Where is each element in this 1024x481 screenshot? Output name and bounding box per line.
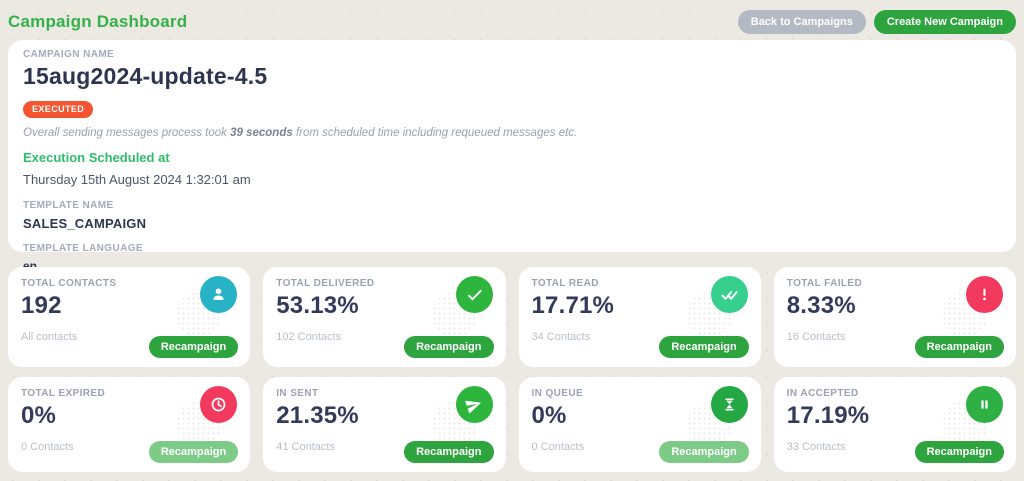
stat-label: TOTAL READ — [531, 278, 599, 289]
execution-scheduled-time: Thursday 15th August 2024 1:32:01 am — [23, 172, 251, 187]
stat-subtext: 16 Contacts — [786, 331, 846, 343]
stat-card-total-failed: TOTAL FAILED 8.33% 16 Contacts Recampaig… — [773, 267, 1016, 367]
back-to-campaigns-button[interactable]: Back to Campaigns — [737, 9, 866, 34]
stat-subtext: 33 Contacts — [786, 441, 846, 453]
campaign-summary-card: CAMPAIGN NAME 15aug2024-update-4.5 EXECU… — [8, 40, 1016, 273]
stat-value: 8.33% — [786, 292, 856, 319]
recampaign-button[interactable]: Recampaign — [148, 336, 239, 358]
stat-card-total-delivered: TOTAL DELIVERED 53.13% 102 Contacts Reca… — [263, 267, 506, 367]
stat-card-total-read: TOTAL READ 17.71% 34 Contacts Recampaign — [518, 267, 761, 367]
execution-scheduled-label: Execution Scheduled at — [23, 150, 170, 165]
stat-card-total-contacts: TOTAL CONTACTS 192 All contacts Recampai… — [8, 267, 251, 367]
stat-card-in-sent: IN SENT 21.35% 41 Contacts Recampaign — [263, 377, 506, 472]
stat-label: TOTAL CONTACTS — [21, 278, 117, 289]
stat-value: 192 — [21, 292, 62, 319]
pause-icon — [966, 386, 1003, 423]
stat-card-in-queue: IN QUEUE 0% 0 Contacts Recampaign — [518, 377, 761, 472]
stat-label: IN QUEUE — [531, 388, 584, 399]
template-name-value: SALES_CAMPAIGN — [23, 216, 147, 231]
stat-card-total-expired: TOTAL EXPIRED 0% 0 Contacts Recampaign — [8, 377, 251, 472]
user-icon — [200, 276, 238, 313]
recampaign-button[interactable]: Recampaign — [148, 441, 239, 463]
campaign-summary-text: Overall sending messages process took 39… — [23, 127, 1001, 139]
recampaign-button[interactable]: Recampaign — [404, 336, 494, 358]
stat-value: 21.35% — [276, 402, 359, 429]
exclamation-icon — [966, 276, 1003, 313]
campaign-name: 15aug2024-update-4.5 — [23, 63, 268, 89]
stat-label: IN ACCEPTED — [786, 388, 859, 399]
recampaign-button[interactable]: Recampaign — [914, 336, 1004, 358]
recampaign-button[interactable]: Recampaign — [914, 441, 1004, 463]
stat-subtext: 41 Contacts — [276, 441, 335, 453]
stats-grid: TOTAL CONTACTS 192 All contacts Recampai… — [8, 267, 1016, 472]
stat-value: 17.71% — [531, 292, 615, 319]
summary-duration: 39 seconds — [230, 127, 293, 139]
recampaign-button[interactable]: Recampaign — [659, 441, 749, 463]
template-language-label: TEMPLATE LANGUAGE — [23, 243, 143, 254]
stat-value: 0% — [21, 402, 57, 429]
clock-icon — [200, 386, 238, 423]
create-new-campaign-button[interactable]: Create New Campaign — [873, 9, 1016, 34]
template-name-label: TEMPLATE NAME — [23, 200, 114, 211]
stat-card-in-accepted: IN ACCEPTED 17.19% 33 Contacts Recampaig… — [773, 377, 1016, 472]
stat-label: TOTAL DELIVERED — [276, 278, 375, 289]
stat-label: TOTAL EXPIRED — [21, 388, 106, 399]
stat-subtext: 0 Contacts — [531, 441, 585, 453]
summary-prefix: Overall sending messages process took — [23, 127, 231, 139]
stat-value: 0% — [531, 402, 567, 429]
stat-label: IN SENT — [276, 388, 319, 399]
recampaign-button[interactable]: Recampaign — [404, 441, 494, 463]
paper-plane-icon — [455, 386, 493, 423]
stat-subtext: 0 Contacts — [21, 441, 74, 453]
recampaign-button[interactable]: Recampaign — [659, 336, 749, 358]
stat-subtext: All contacts — [21, 331, 78, 343]
stat-value: 17.19% — [786, 402, 870, 429]
stat-subtext: 102 Contacts — [276, 331, 342, 343]
hourglass-icon — [710, 386, 748, 423]
stat-label: TOTAL FAILED — [786, 278, 863, 289]
stat-subtext: 34 Contacts — [531, 331, 591, 343]
summary-suffix: from scheduled time including requeued m… — [292, 127, 578, 139]
page-title: Campaign Dashboard — [8, 11, 188, 31]
check-icon — [455, 276, 493, 313]
status-badge: EXECUTED — [23, 101, 94, 118]
campaign-name-label: CAMPAIGN NAME — [23, 49, 115, 60]
page-header: Campaign Dashboard Back to Campaigns Cre… — [0, 0, 1024, 36]
double-check-icon — [710, 276, 748, 313]
stat-value: 53.13% — [276, 292, 359, 319]
